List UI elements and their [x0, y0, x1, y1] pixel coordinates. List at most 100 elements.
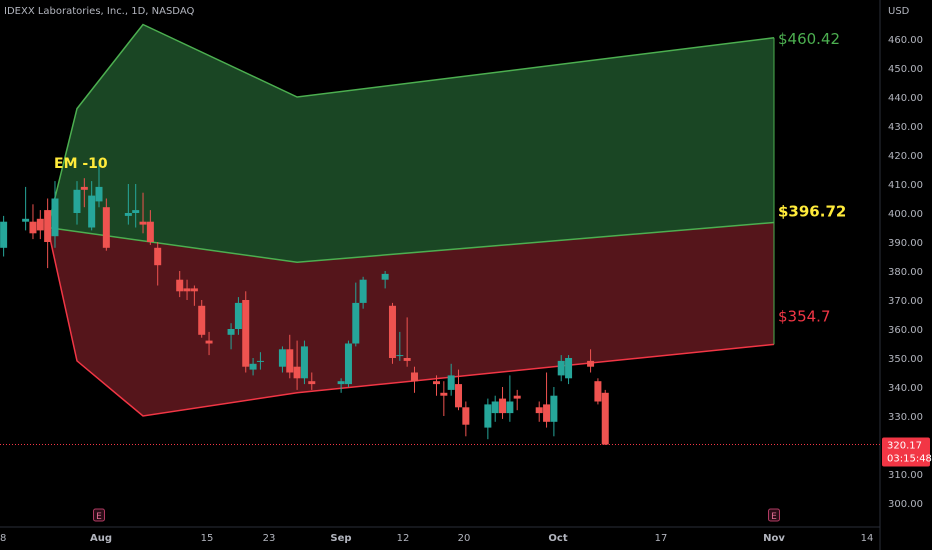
lower-band-label: $354.7	[778, 307, 831, 325]
candle-body	[73, 189, 81, 213]
candle-body	[550, 395, 558, 422]
candle-body	[278, 349, 286, 367]
candles	[0, 160, 609, 445]
upper-band-line	[46, 23, 775, 228]
candle	[491, 395, 499, 422]
candle-body	[594, 381, 602, 402]
candle	[388, 302, 396, 364]
candle-body	[381, 273, 389, 280]
candle	[88, 181, 96, 231]
candle-body	[249, 363, 257, 370]
candle	[73, 181, 81, 225]
candle-body	[506, 401, 514, 414]
candle	[154, 242, 162, 286]
x-tick-label: 15	[201, 533, 214, 544]
candle-body	[462, 407, 470, 425]
lower-band-line	[46, 227, 775, 417]
candle-body	[543, 404, 551, 422]
earnings-marker-label: E	[96, 512, 102, 522]
candle	[102, 198, 110, 251]
x-tick-label: Sep	[330, 533, 351, 544]
candle	[95, 160, 103, 208]
candle	[550, 387, 558, 437]
candle-body	[132, 210, 140, 213]
candle-body	[154, 247, 162, 266]
candle	[205, 331, 213, 356]
candle-body	[88, 195, 96, 228]
candle-body	[183, 288, 191, 292]
candle	[506, 375, 514, 422]
y-tick-label: 350.00	[888, 354, 923, 365]
candle-body	[433, 381, 440, 385]
candle-body	[176, 279, 184, 292]
candle	[601, 389, 609, 445]
candle-body	[29, 221, 37, 234]
candle	[513, 389, 521, 411]
y-tick-label: 340.00	[888, 383, 923, 394]
chart-title: IDEXX Laboratories, Inc., 1D, NASDAQ	[4, 6, 195, 17]
candle	[587, 349, 595, 373]
candle	[455, 369, 463, 411]
candle-body	[139, 221, 147, 225]
candle	[198, 300, 206, 338]
x-tick-label: 8	[0, 533, 6, 544]
em-label: EM -10	[54, 156, 108, 172]
candle-body	[447, 375, 455, 390]
candle	[139, 192, 147, 234]
candle-body	[227, 329, 235, 335]
candle-body	[403, 358, 411, 361]
x-tick-label: Aug	[90, 533, 112, 544]
y-tick-label: 400.00	[888, 209, 923, 220]
candle	[29, 204, 37, 240]
candle-body	[293, 366, 301, 379]
candle	[22, 186, 30, 231]
candle	[352, 282, 360, 347]
candle-body	[344, 343, 352, 385]
candle-body	[565, 358, 573, 379]
time-axis: 8 Aug 15 23 Sep 12 20 Oct 17 Nov 14	[0, 526, 880, 544]
candle-body	[499, 398, 507, 414]
lower-band-fill	[47, 222, 775, 416]
candle-body	[0, 221, 8, 248]
candle	[80, 178, 88, 208]
x-tick-label: Nov	[763, 533, 785, 544]
candle	[286, 334, 294, 379]
currency-label: USD	[888, 6, 910, 17]
candle-body	[286, 349, 294, 373]
candle	[256, 352, 264, 370]
candle-body	[51, 198, 59, 237]
candle-body	[557, 360, 565, 376]
earnings-marker: E	[93, 508, 105, 522]
candle	[396, 331, 404, 361]
candle	[293, 340, 301, 390]
candle-body	[300, 346, 308, 379]
candle	[447, 363, 455, 396]
band-labels: $460.42 $396.72 $354.7 EM -10	[54, 30, 846, 326]
candle-body	[601, 392, 609, 445]
candle	[484, 398, 492, 440]
candle-body	[124, 213, 132, 216]
candle	[36, 210, 44, 240]
candle-body	[535, 407, 543, 414]
x-tick-label: 23	[263, 533, 276, 544]
candle	[183, 279, 191, 300]
candle-body	[205, 340, 213, 344]
candle	[278, 346, 286, 373]
candle	[0, 215, 8, 257]
earnings-marker-label: E	[771, 512, 777, 522]
candle-body	[95, 186, 103, 202]
candle-body	[234, 302, 242, 329]
candle-body	[242, 300, 250, 367]
candle	[44, 198, 52, 269]
candle	[499, 387, 507, 419]
candle	[433, 375, 440, 396]
candle	[132, 184, 140, 228]
candle	[176, 271, 184, 298]
candle-body	[410, 372, 418, 382]
candle	[565, 355, 573, 385]
candle-body	[198, 305, 206, 335]
candle	[403, 317, 411, 367]
y-tick-label: 370.00	[888, 296, 923, 307]
candle-body	[308, 381, 316, 385]
